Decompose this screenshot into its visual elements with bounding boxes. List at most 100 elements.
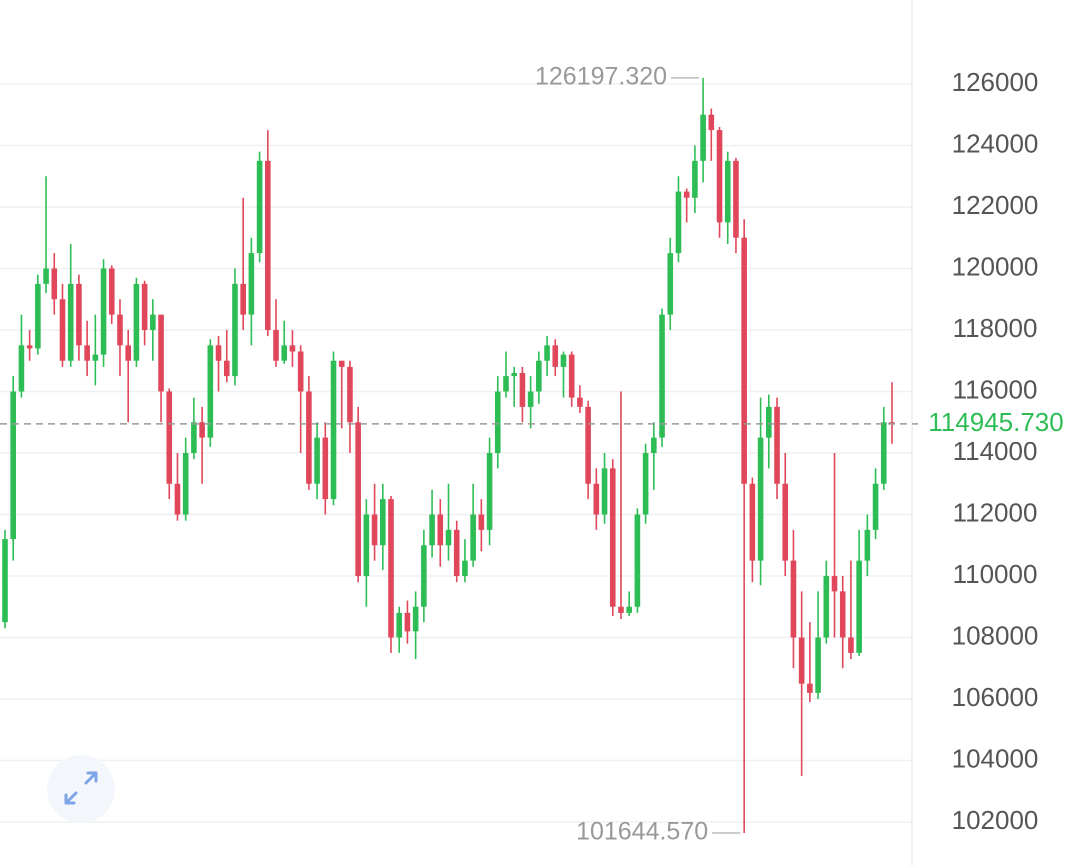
candle-body: [462, 560, 468, 577]
candle-body: [117, 314, 123, 346]
candle-body: [790, 560, 797, 638]
candle-body: [182, 452, 189, 515]
candle-body: [848, 637, 854, 653]
candle-body: [43, 268, 49, 284]
candle-body: [733, 160, 739, 238]
candle-body: [749, 483, 756, 561]
candle-body: [223, 360, 230, 377]
candle-body: [609, 468, 616, 607]
candle-body: [412, 606, 419, 632]
candle-body: [651, 437, 657, 453]
candle-body: [700, 114, 706, 161]
annotation-label: 126197.320: [535, 62, 667, 90]
candle-body: [174, 483, 181, 515]
candle-body: [84, 345, 90, 361]
candle-body: [51, 268, 58, 300]
candle-body: [766, 406, 772, 438]
candle-body: [511, 373, 518, 377]
candle-body: [76, 283, 82, 346]
y-tick-label: 116000: [953, 374, 1038, 404]
candle-body: [453, 529, 460, 577]
candle-body: [692, 160, 698, 198]
candle-body: [880, 422, 887, 484]
candle-body: [741, 237, 747, 484]
candle-body: [158, 314, 164, 392]
y-tick-label: 118000: [953, 313, 1038, 343]
candle-body: [322, 437, 329, 500]
candle-body: [659, 314, 665, 438]
candle-body: [577, 397, 583, 407]
candle-body: [347, 366, 353, 423]
candle-body: [125, 345, 131, 361]
candle-body: [815, 637, 821, 693]
candle-body: [544, 345, 550, 361]
candle-body: [297, 351, 304, 392]
candle-body: [716, 130, 723, 223]
candle-body: [429, 514, 435, 546]
candle-body: [133, 283, 140, 361]
y-tick-label: 122000: [952, 190, 1039, 220]
expand-icon[interactable]: [64, 771, 98, 805]
candle-body: [889, 422, 895, 424]
candle-body: [593, 483, 600, 515]
expand-button[interactable]: [47, 755, 115, 823]
candle-body: [248, 253, 255, 315]
y-tick-label: 110000: [953, 559, 1038, 589]
last-price-label: 114945.730: [928, 407, 1063, 437]
candle-body: [289, 345, 296, 352]
candle-body: [232, 283, 238, 377]
candle-body: [568, 354, 575, 398]
candle-body: [281, 345, 288, 361]
candle-body: [675, 191, 682, 254]
candle-body: [396, 612, 403, 638]
candle-body: [207, 345, 214, 438]
y-tick-label: 124000: [952, 128, 1039, 158]
candle-body: [150, 314, 156, 330]
candle-body: [519, 373, 526, 407]
candle-body: [445, 529, 452, 546]
candle-body: [379, 499, 386, 546]
candle-body: [306, 391, 312, 484]
candle-body: [601, 468, 608, 515]
candle-body: [503, 376, 509, 392]
candle-body: [494, 391, 501, 453]
y-tick-label: 106000: [952, 682, 1039, 712]
last-price-bg: [918, 405, 1076, 442]
candle-body: [856, 560, 862, 653]
candle-body: [437, 514, 444, 546]
candle-body: [108, 268, 115, 315]
expand-button-bg[interactable]: [47, 755, 115, 823]
candle-body: [667, 253, 674, 315]
candle-body: [273, 329, 279, 361]
candle-body: [314, 437, 320, 484]
candle-body: [92, 354, 99, 361]
candle-body: [708, 114, 715, 131]
candle-body: [199, 422, 205, 438]
y-tick-label: 108000: [952, 620, 1039, 650]
candle-body: [831, 576, 838, 592]
annotation-label: 101644.570: [576, 818, 708, 846]
candle-body: [872, 483, 879, 530]
candle-body: [338, 360, 345, 367]
candle-body: [59, 299, 66, 361]
candle-body: [363, 514, 370, 577]
candle-body: [864, 529, 871, 561]
candle-body: [782, 483, 789, 561]
candle-body: [256, 160, 263, 254]
candle-body: [798, 637, 805, 684]
candle-body: [486, 452, 493, 530]
y-tick-label: 112000: [953, 497, 1038, 527]
y-tick-label: 102000: [952, 805, 1039, 835]
candle-body: [527, 391, 534, 407]
candle-body: [626, 606, 632, 613]
candle-body: [26, 345, 33, 349]
candle-body: [330, 360, 337, 500]
candle-body: [757, 437, 764, 561]
candle-body: [642, 452, 649, 515]
candle-body: [35, 283, 41, 349]
y-tick-label: 126000: [952, 67, 1039, 97]
candle-body: [240, 283, 246, 315]
candle-body: [807, 683, 813, 693]
candle-body: [470, 514, 476, 561]
